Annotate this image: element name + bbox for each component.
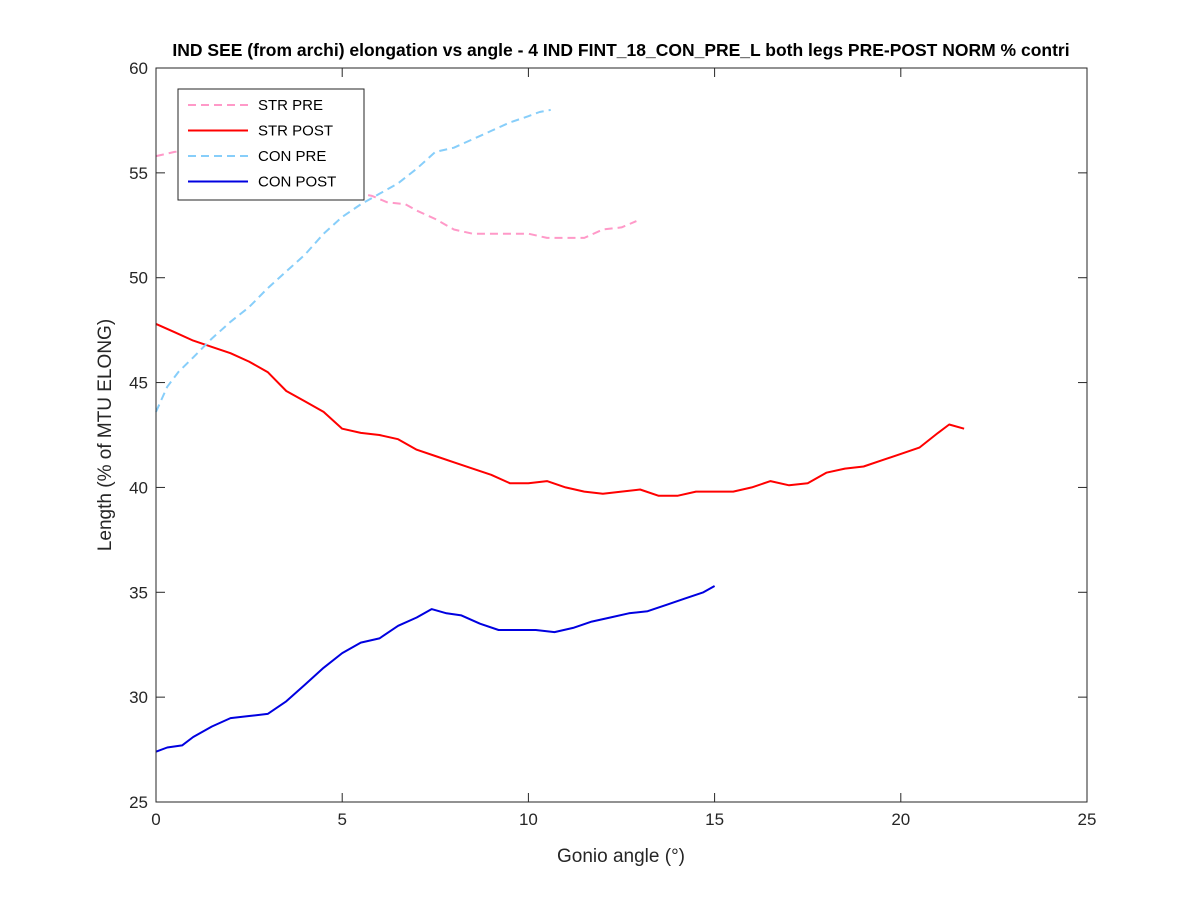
series-line-str-post [155,322,965,497]
x-tick-label: 20 [891,810,910,829]
y-tick-label: 45 [129,374,148,393]
x-tick-label: 10 [519,810,538,829]
series-line-con-pre [155,108,551,413]
x-axis-label: Gonio angle (°) [557,846,685,867]
y-tick-label: 55 [129,164,148,183]
legend-label: STR PRE [258,97,323,114]
legend-label: CON POST [258,174,336,191]
x-tick-label: 25 [1078,810,1097,829]
chart-title: IND SEE (from archi) elongation vs angle… [172,40,1069,60]
y-tick-label: 35 [129,583,148,602]
legend-label: STR POST [258,123,333,140]
x-tick-label: 0 [151,810,160,829]
y-tick-label: 30 [129,688,148,707]
y-tick-label: 50 [129,269,148,288]
y-tick-label: 40 [129,478,148,497]
legend-label: CON PRE [258,148,326,165]
y-axis-label: Length (% of MTU ELONG) [95,319,116,551]
axes-box [155,67,1088,803]
legend: STR PRE STR POST CON PRE CON POST [177,88,365,201]
series-line-con-post [155,585,716,753]
y-tick-label: 25 [129,793,148,812]
x-tick-label: 5 [337,810,346,829]
axis-layer: 0 5 10 15 20 25 25 30 35 40 45 50 55 60 [129,59,1096,829]
x-tick-label: 15 [705,810,724,829]
y-tick-label: 60 [129,59,148,78]
